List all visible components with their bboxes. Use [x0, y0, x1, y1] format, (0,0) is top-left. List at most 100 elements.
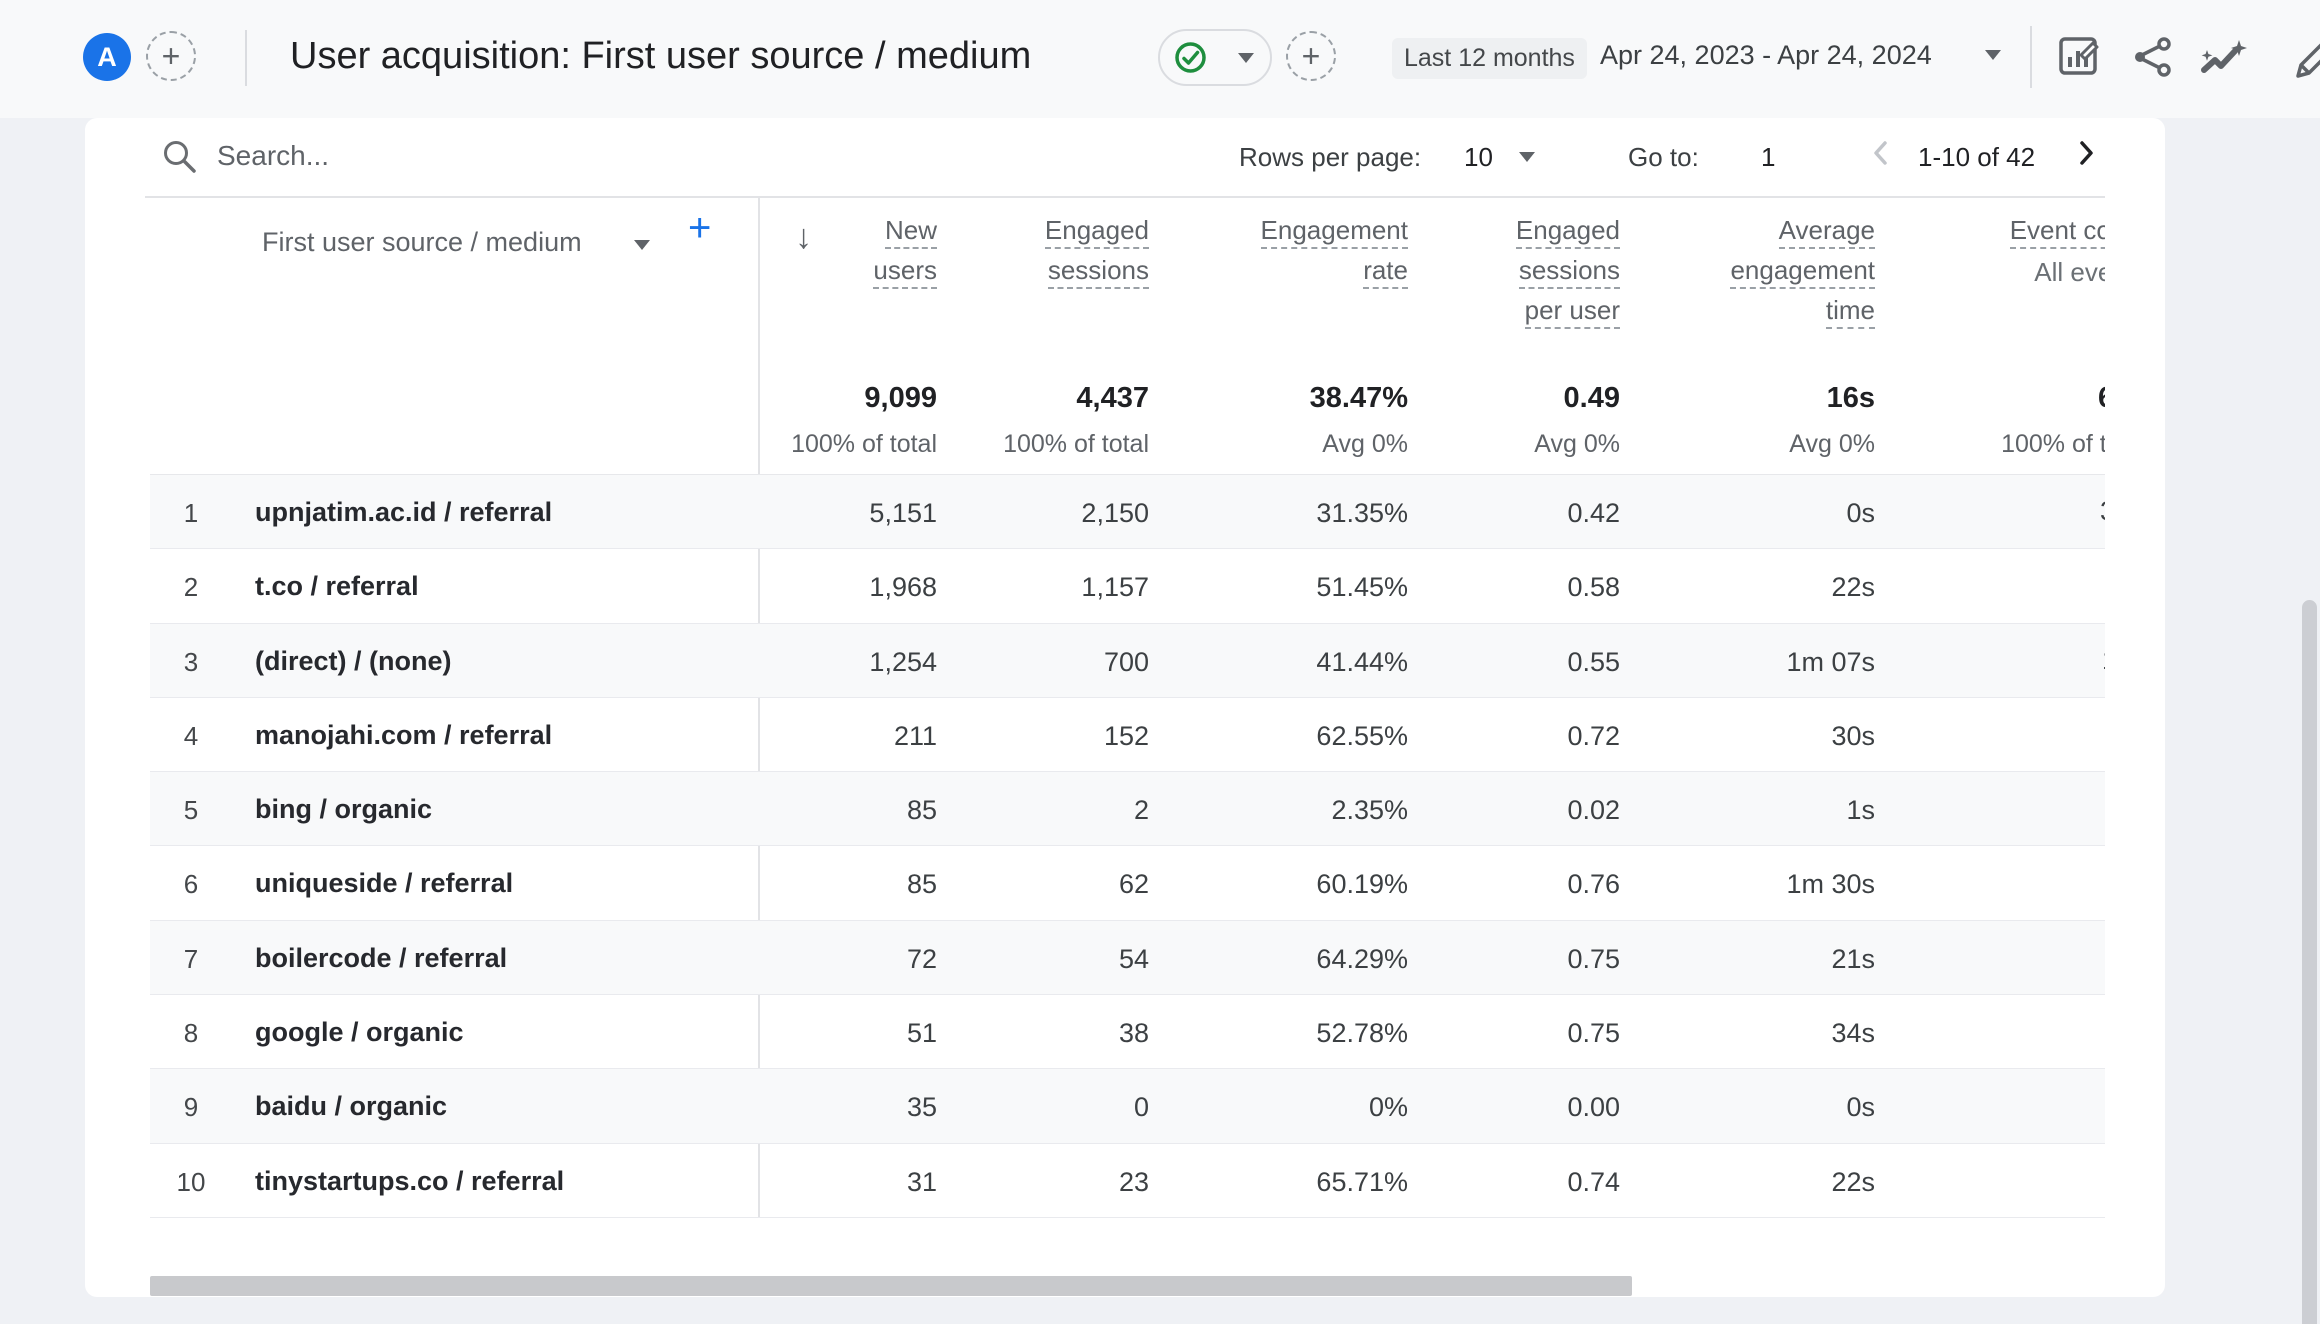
cell-average-engagement-time: 30s [1831, 720, 1875, 751]
row-dimension: manojahi.com / referral [255, 719, 553, 750]
chevron-down-icon[interactable] [1519, 152, 1535, 162]
cell-engaged-sessions: 2,150 [1081, 498, 1149, 528]
cell-engaged-sessions: 152 [1103, 720, 1149, 751]
check-circle-icon [1172, 39, 1209, 76]
cell-average-engagement-time: 21s [1831, 943, 1875, 974]
total-engaged-sessions: 4,437 100% of total [1003, 382, 1149, 458]
sort-descending-icon[interactable]: ↓ [795, 218, 812, 256]
cell-average-engagement-time: 1m 30s [1786, 869, 1875, 900]
table-row: 9 baidu / organic 35 0 0% 0.00 0s [150, 1069, 2105, 1144]
table-row: 6 uniqueside / referral 85 62 60.19% 0.7… [150, 846, 2105, 921]
cell-engaged-sessions-per-user: 0.00 [1567, 1092, 1620, 1123]
column-header-engaged-sessions-per-user[interactable]: Engaged sessions per user [1515, 215, 1620, 335]
add-filter-button[interactable]: + [1286, 31, 1336, 81]
cell-new-users: 5,151 [869, 498, 937, 528]
cell-new-users: 85 [906, 869, 937, 900]
share-icon [2130, 34, 2176, 80]
vertical-scrollbar-thumb[interactable] [2302, 600, 2317, 1324]
cell-average-engagement-time: 1s [1846, 795, 1875, 826]
table-rows: 1 upnjatim.ac.id / referral 5,151 2,150 … [150, 475, 2105, 1218]
customize-report-button[interactable] [2056, 34, 2102, 80]
cell-engaged-sessions-per-user: 0.76 [1567, 869, 1620, 900]
column-header-event-count[interactable]: Event count All events [2009, 215, 2105, 287]
row-dimension: t.co / referral [255, 571, 419, 602]
total-average-engagement-time: 16s Avg 0% [1789, 382, 1875, 458]
cell-new-users: 85 [906, 795, 937, 826]
row-dimension: boilercode / referral [255, 942, 508, 973]
row-index: 3 [183, 646, 199, 677]
row-event-count-clipped: 3 [2100, 496, 2105, 527]
cell-engaged-sessions: 1,157 [1081, 572, 1149, 603]
report-status-pill[interactable] [1158, 29, 1272, 86]
total-new-users: 9,099 100% of total [791, 382, 937, 458]
cell-average-engagement-time: 0s [1846, 1092, 1875, 1123]
plus-icon: + [1301, 37, 1321, 74]
cell-average-engagement-time: 34s [1831, 1018, 1875, 1049]
next-page-button[interactable] [2069, 136, 2103, 170]
date-preset-label: Last 12 months [1392, 38, 1587, 79]
column-header-engaged-sessions[interactable]: Engaged sessions [1044, 215, 1149, 295]
table-toolbar: Search... Rows per page: 10 Go to: 1 1-1… [85, 118, 2165, 196]
column-header-new-users[interactable]: New users [873, 215, 937, 295]
total-engaged-sessions-per-user: 0.49 Avg 0% [1534, 382, 1620, 458]
chevron-down-icon [1238, 52, 1254, 63]
add-dimension-button[interactable]: + [688, 206, 712, 250]
chevron-down-icon[interactable] [1985, 50, 2001, 60]
cell-engaged-sessions-per-user: 0.02 [1567, 795, 1620, 826]
cell-engaged-sessions-per-user: 0.72 [1567, 720, 1620, 751]
row-index: 1 [183, 498, 199, 528]
previous-page-button[interactable] [1865, 136, 1899, 170]
goto-page-input[interactable]: 1 [1761, 142, 1776, 172]
rows-per-page-label: Rows per page: [1239, 142, 1422, 172]
dimension-header-dropdown[interactable]: First user source / medium [262, 227, 582, 257]
cell-average-engagement-time: 22s [1831, 572, 1875, 603]
row-dimension: bing / organic [255, 794, 433, 825]
share-button[interactable] [2130, 34, 2176, 80]
cell-engagement-rate: 60.19% [1316, 869, 1408, 900]
plus-icon: + [161, 37, 181, 74]
cell-engagement-rate: 0% [1368, 1092, 1408, 1123]
cell-engagement-rate: 2.35% [1331, 795, 1408, 826]
search-input[interactable]: Search... [217, 140, 330, 171]
report-table-card: Search... Rows per page: 10 Go to: 1 1-1… [85, 118, 2165, 1297]
cell-new-users: 1,254 [869, 646, 937, 677]
chevron-down-icon[interactable] [634, 240, 650, 250]
table-row: 8 google / organic 51 38 52.78% 0.75 34s [150, 995, 2105, 1070]
total-engagement-rate: 38.47% Avg 0% [1309, 382, 1408, 458]
cell-new-users: 31 [906, 1166, 937, 1197]
row-index: 6 [183, 869, 199, 900]
cell-engaged-sessions-per-user: 0.58 [1567, 572, 1620, 603]
cell-new-users: 51 [906, 1018, 937, 1049]
horizontal-scrollbar-thumb[interactable] [150, 1276, 1632, 1296]
cell-engaged-sessions: 2 [1133, 795, 1149, 826]
column-header-engagement-rate[interactable]: Engagement rate [1260, 215, 1408, 295]
pagination-range: 1-10 of 42 [1918, 142, 2036, 172]
column-header-average-engagement-time[interactable]: Average engagement time [1730, 215, 1875, 335]
edit-button[interactable] [2292, 32, 2320, 82]
cell-engaged-sessions-per-user: 0.75 [1567, 943, 1620, 974]
cell-engagement-rate: 31.35% [1316, 498, 1408, 528]
table-row: 2 t.co / referral 1,968 1,157 51.45% 0.5… [150, 549, 2105, 624]
cell-engagement-rate: 52.78% [1316, 1018, 1408, 1049]
page-title: User acquisition: First user source / me… [290, 35, 1032, 77]
account-avatar[interactable]: A [83, 33, 131, 81]
row-dimension: baidu / organic [255, 1091, 448, 1122]
row-dimension: upnjatim.ac.id / referral [255, 497, 553, 527]
top-app-bar: A + User acquisition: First user source … [0, 0, 2320, 118]
totals-row: 9,099 100% of total 4,437 100% of total … [150, 360, 2105, 475]
cell-engagement-rate: 51.45% [1316, 572, 1408, 603]
cell-engaged-sessions-per-user: 0.75 [1567, 1018, 1620, 1049]
date-range-picker[interactable]: Apr 24, 2023 - Apr 24, 2024 [1600, 40, 1932, 70]
insights-button[interactable] [2198, 34, 2250, 80]
table-row: 4 manojahi.com / referral 211 152 62.55%… [150, 698, 2105, 773]
cell-engaged-sessions-per-user: 0.42 [1567, 498, 1620, 528]
cell-engaged-sessions: 54 [1118, 943, 1149, 974]
cell-new-users: 35 [906, 1092, 937, 1123]
divider [145, 196, 2105, 198]
cell-engaged-sessions: 38 [1118, 1018, 1149, 1049]
row-index: 2 [183, 572, 199, 603]
cell-engagement-rate: 41.44% [1316, 646, 1408, 677]
add-comparison-button[interactable]: + [146, 31, 196, 81]
goto-page-label: Go to: [1628, 142, 1699, 172]
rows-per-page-select[interactable]: 10 [1464, 142, 1493, 172]
